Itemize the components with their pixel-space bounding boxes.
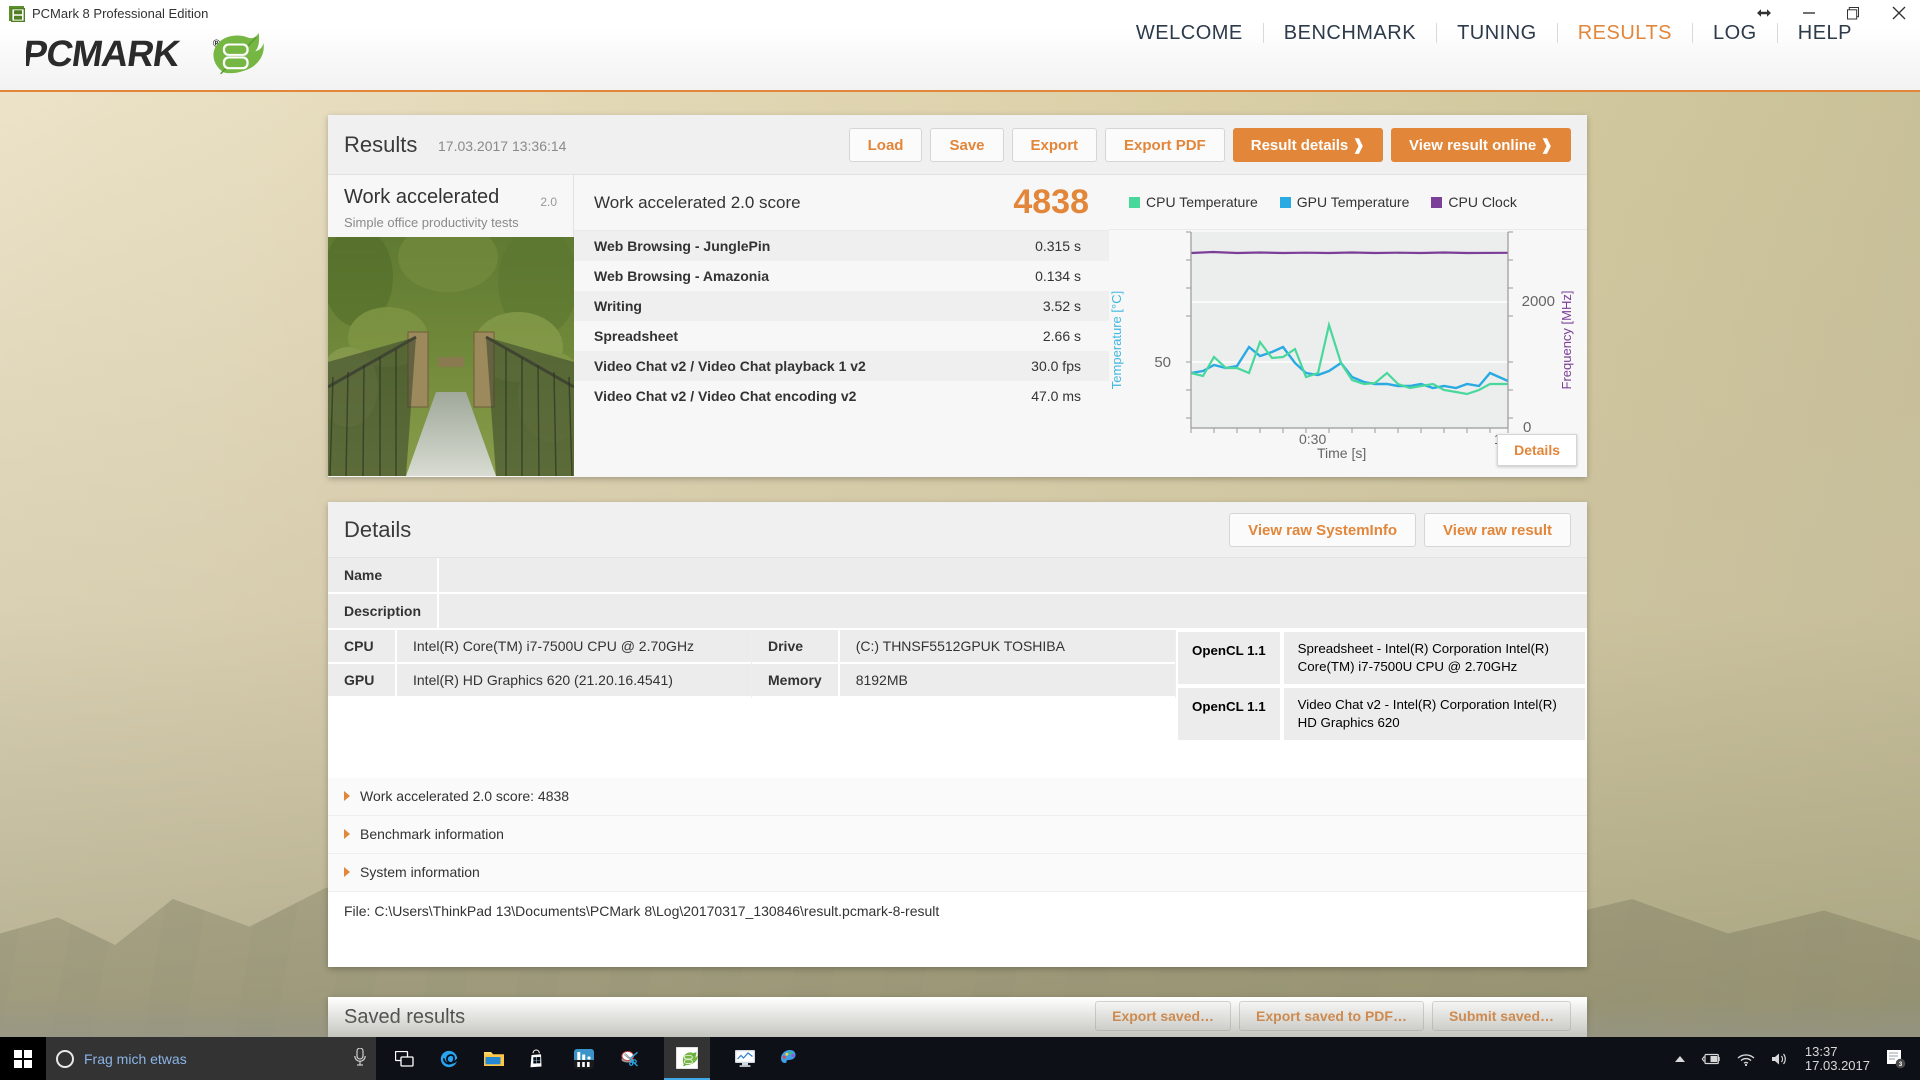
svg-text:PCMARK: PCMARK [26, 33, 183, 74]
svg-text:Frequency [MHz]: Frequency [MHz] [1559, 291, 1574, 390]
svg-text:3: 3 [1899, 1061, 1903, 1068]
svg-text:2000: 2000 [1522, 293, 1555, 310]
svg-text:50: 50 [1154, 354, 1171, 371]
svg-text:Temperature [°C]: Temperature [°C] [1109, 291, 1124, 389]
svg-text:Time [s]: Time [s] [1317, 445, 1366, 461]
